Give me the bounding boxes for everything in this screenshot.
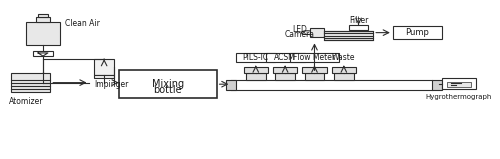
Bar	[246, 73, 266, 80]
Bar	[26, 22, 60, 45]
Bar	[266, 53, 304, 62]
Bar	[446, 82, 471, 86]
Text: LED: LED	[292, 25, 308, 34]
Text: ACSM: ACSM	[274, 53, 296, 62]
Text: Flow Meter: Flow Meter	[294, 53, 336, 62]
Text: Camera: Camera	[285, 30, 315, 39]
Text: Atomizer: Atomizer	[8, 97, 43, 107]
Bar	[119, 70, 216, 98]
Text: Clean Air: Clean Air	[65, 19, 100, 28]
Text: Hygrothermograph: Hygrothermograph	[426, 93, 492, 100]
Bar	[94, 59, 114, 75]
Text: PILS-IC: PILS-IC	[242, 53, 269, 62]
Bar	[38, 14, 48, 17]
Bar	[348, 25, 368, 30]
Bar	[310, 28, 324, 37]
Bar	[11, 73, 51, 92]
Bar	[273, 67, 297, 73]
Bar	[332, 67, 356, 73]
Bar	[432, 80, 442, 90]
Text: Impinger: Impinger	[94, 80, 128, 89]
Bar	[236, 53, 276, 62]
Bar	[393, 26, 442, 39]
Bar	[442, 78, 476, 89]
Text: Pump: Pump	[406, 28, 429, 37]
Text: bottle: bottle	[154, 85, 182, 95]
Bar	[94, 75, 114, 78]
Bar	[302, 67, 326, 73]
Bar	[244, 67, 268, 73]
Bar	[226, 80, 236, 90]
Text: Filter: Filter	[349, 16, 368, 25]
Bar	[334, 73, 353, 80]
Text: Waste: Waste	[332, 53, 355, 62]
Text: Mixing: Mixing	[152, 79, 184, 89]
Bar	[324, 31, 373, 40]
Bar	[33, 51, 53, 56]
Bar	[276, 73, 295, 80]
Bar	[304, 73, 324, 80]
Bar	[290, 53, 339, 62]
Bar	[36, 17, 51, 22]
